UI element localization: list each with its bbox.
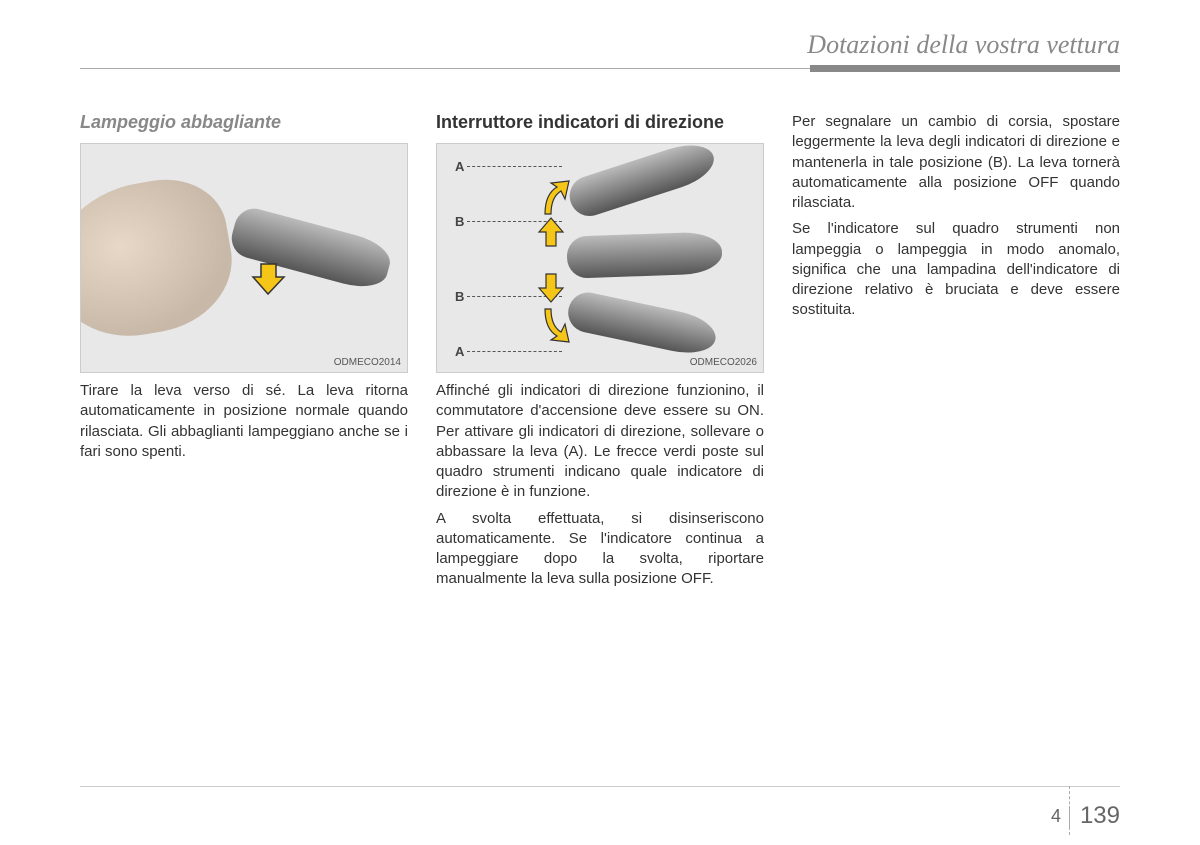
col1-subheading: Lampeggio abbagliante <box>80 112 408 133</box>
figure-2-code: ODMECO2026 <box>690 357 757 368</box>
label-a-bottom: A <box>455 344 464 359</box>
col3-paragraph-1: Per segnalare un cambio di corsia, spost… <box>792 112 1120 213</box>
arrow-curve-up-icon <box>537 179 573 219</box>
content-columns: Lampeggio abbagliante ODMECO2014 Tirare … <box>80 112 1120 596</box>
col3-paragraph-2: Se l'indicatore sul quadro strumenti non… <box>792 219 1120 320</box>
col2-paragraph-2: A svolta effettuata, si disinseriscono a… <box>436 509 764 590</box>
label-b-top: B <box>455 214 464 229</box>
figure-1: ODMECO2014 <box>80 143 408 373</box>
footer-page-number: 139 <box>1080 802 1120 830</box>
lever-bottom <box>564 289 719 359</box>
arrow-up-icon <box>537 216 565 248</box>
arrow-down-icon-2 <box>537 272 565 304</box>
lever-mid <box>566 231 722 278</box>
arrow-curve-down-icon <box>537 304 573 344</box>
col2-paragraph-1: Affinché gli indicatori di direzione fun… <box>436 381 764 503</box>
header-rule <box>80 68 1120 72</box>
column-1: Lampeggio abbagliante ODMECO2014 Tirare … <box>80 112 408 596</box>
label-b-bottom: B <box>455 289 464 304</box>
hand-illustration <box>80 170 243 349</box>
footer-rule <box>80 786 1120 787</box>
footer-chapter: 4 <box>1051 806 1070 827</box>
column-3: Per segnalare un cambio di corsia, spost… <box>792 112 1120 596</box>
page-footer: 4 139 <box>1051 802 1120 830</box>
leader-1 <box>467 166 562 167</box>
label-a-top: A <box>455 159 464 174</box>
header-title: Dotazioni della vostra vettura <box>807 30 1120 60</box>
page-header: Dotazioni della vostra vettura <box>80 30 1120 60</box>
col2-subheading: Interruttore indicatori di direzione <box>436 112 764 133</box>
lever-top <box>564 143 719 221</box>
arrow-down-icon <box>251 259 291 299</box>
leader-4 <box>467 351 562 352</box>
figure-1-code: ODMECO2014 <box>334 357 401 368</box>
column-2: Interruttore indicatori di direzione A B… <box>436 112 764 596</box>
col1-paragraph: Tirare la leva verso di sé. La leva rito… <box>80 381 408 462</box>
figure-2: A B B A <box>436 143 764 373</box>
